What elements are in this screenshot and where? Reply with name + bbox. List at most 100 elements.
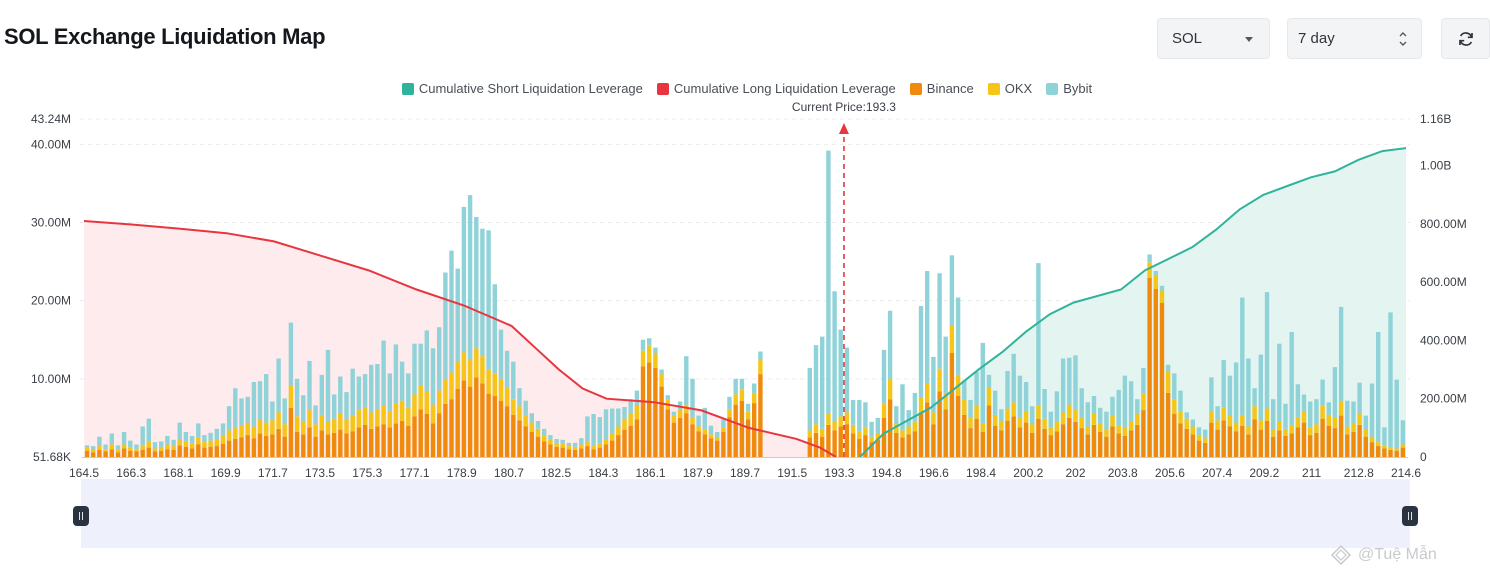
bar-okx: [659, 374, 664, 387]
bar-binance: [634, 419, 640, 457]
bar-okx: [826, 414, 831, 425]
bar-bybit: [1258, 354, 1263, 421]
legend-item-short-cum[interactable]: Cumulative Short Liquidation Leverage: [401, 81, 643, 96]
bar-okx: [1067, 404, 1072, 418]
bar-binance: [1190, 434, 1195, 457]
bar-okx: [1246, 426, 1251, 435]
bar-okx: [844, 412, 850, 425]
bar-okx: [492, 373, 497, 397]
legend-item-long-cum[interactable]: Cumulative Long Liquidation Leverage: [656, 81, 896, 96]
legend-item-binance[interactable]: Binance: [909, 81, 974, 96]
bar-binance: [974, 418, 979, 457]
bar-bybit: [233, 388, 238, 429]
range-select[interactable]: 7 day: [1287, 18, 1422, 59]
bar-bybit: [1147, 254, 1152, 263]
x-tick-label: 194.8: [872, 466, 902, 480]
legend-item-bybit[interactable]: Bybit: [1046, 81, 1092, 96]
bar-binance: [1048, 435, 1053, 457]
y-right-tick-label: 400.00M: [1420, 333, 1467, 347]
range-slider-track[interactable]: [81, 479, 1410, 548]
bar-bybit: [1314, 399, 1319, 425]
bar-bybit: [1351, 401, 1356, 424]
bar-okx: [1326, 414, 1331, 426]
bar-bybit: [523, 400, 528, 415]
bar-binance: [887, 399, 893, 457]
bar-okx: [622, 418, 627, 430]
bar-okx: [968, 417, 973, 429]
bar-bybit: [887, 310, 893, 379]
bar-bybit: [690, 378, 695, 418]
bar-binance: [554, 446, 559, 457]
bar-bybit: [554, 439, 559, 443]
bar-okx: [1400, 444, 1406, 448]
bar-bybit: [1054, 391, 1060, 422]
x-tick-label: 196.6: [919, 466, 949, 480]
bar-bybit: [264, 374, 269, 423]
bar-okx: [1369, 436, 1375, 443]
bar-bybit: [1190, 419, 1195, 427]
bar-okx: [1054, 421, 1060, 432]
bar-binance: [1277, 430, 1282, 457]
bar-binance: [233, 439, 238, 457]
bar-okx: [881, 403, 887, 418]
bar-okx: [918, 397, 924, 414]
bar-bybit: [758, 351, 763, 361]
range-slider-right-handle[interactable]: [1402, 506, 1418, 526]
bar-binance: [659, 386, 664, 457]
bar-bybit: [1271, 399, 1276, 430]
bar-binance: [214, 446, 219, 457]
bar-binance: [492, 396, 497, 457]
bar-bybit: [974, 371, 979, 406]
x-tick-label: 198.4: [966, 466, 996, 480]
symbol-select-value: SOL: [1172, 30, 1203, 47]
x-tick-label: 186.1: [636, 466, 666, 480]
refresh-button[interactable]: [1441, 18, 1490, 59]
bar-bybit: [1067, 357, 1072, 405]
bar-bybit: [140, 426, 145, 446]
updown-chevron-icon: [1399, 32, 1407, 46]
bar-binance: [350, 431, 355, 457]
bar-okx: [461, 352, 467, 381]
bar-binance: [968, 428, 973, 457]
bar-okx: [733, 394, 738, 405]
bar-bybit: [1394, 379, 1399, 449]
bar-binance: [690, 424, 695, 457]
bar-binance: [1227, 426, 1233, 457]
range-slider-left-handle[interactable]: [73, 506, 89, 526]
legend-item-okx[interactable]: OKX: [987, 81, 1032, 96]
bar-bybit: [838, 329, 843, 417]
legend-swatch: [987, 82, 1000, 95]
x-tick-label: 200.2: [1013, 466, 1043, 480]
bar-okx: [115, 449, 121, 453]
bar-okx: [1017, 417, 1023, 428]
bar-binance: [196, 444, 201, 457]
bar-okx: [486, 369, 491, 394]
bar-binance: [1283, 435, 1288, 457]
bar-bybit: [196, 423, 201, 438]
bar-bybit: [647, 338, 652, 346]
bar-bybit: [535, 421, 541, 429]
bar-bybit: [993, 390, 998, 415]
bar-binance: [832, 430, 837, 457]
legend-label: Cumulative Long Liquidation Leverage: [673, 81, 896, 96]
bar-bybit: [949, 255, 955, 325]
bar-okx: [949, 324, 955, 353]
bar-binance: [986, 405, 992, 457]
symbol-select[interactable]: SOL: [1157, 18, 1270, 59]
range-select-value: 7 day: [1298, 30, 1335, 47]
bar-okx: [715, 437, 720, 441]
bar-okx: [282, 424, 287, 437]
bar-okx: [517, 406, 522, 421]
legend-swatch: [656, 82, 669, 95]
bar-okx: [727, 409, 732, 418]
bar-binance: [1400, 447, 1406, 457]
current-price-arrow: [838, 123, 849, 134]
bar-bybit: [727, 396, 732, 410]
bar-okx: [1394, 448, 1399, 451]
bar-bybit: [220, 423, 226, 436]
bar-binance: [103, 451, 108, 457]
bar-bybit: [115, 445, 121, 450]
bar-bybit: [659, 369, 664, 375]
bar-binance: [943, 409, 948, 457]
x-tick-label: 193.3: [824, 466, 854, 480]
